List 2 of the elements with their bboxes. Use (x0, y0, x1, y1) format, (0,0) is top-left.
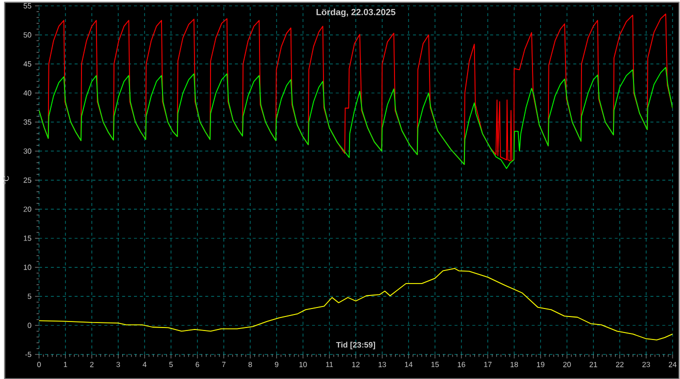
chart-title: Lördag, 22.03.2025 (316, 8, 396, 17)
line-series (39, 66, 673, 169)
